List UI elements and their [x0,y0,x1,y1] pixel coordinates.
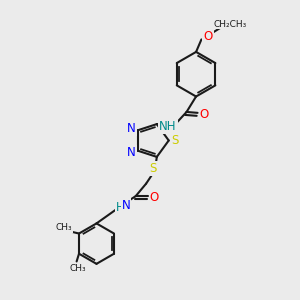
Text: N: N [127,146,136,159]
Text: S: S [171,134,178,147]
Text: H: H [116,201,124,214]
Text: O: O [150,191,159,204]
Text: O: O [200,108,209,121]
Text: N: N [127,122,136,135]
Text: CH₂CH₃: CH₂CH₃ [214,20,247,29]
Text: S: S [149,162,157,175]
Text: CH₃: CH₃ [69,264,86,273]
Text: CH₃: CH₃ [56,224,72,232]
Text: N: N [122,199,130,212]
Text: NH: NH [159,120,177,133]
Text: O: O [203,30,213,43]
